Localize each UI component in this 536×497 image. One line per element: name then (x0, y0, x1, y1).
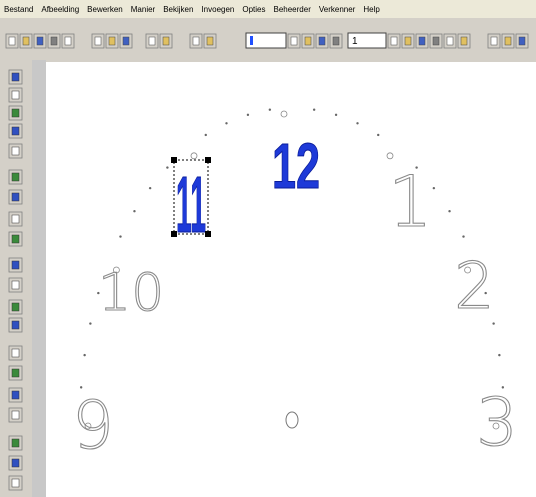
menu-item[interactable]: Manier (131, 5, 156, 14)
minute-dot (83, 354, 85, 356)
menu-item[interactable]: Bewerken (87, 5, 123, 14)
tool-icon (12, 215, 19, 223)
minute-dot (269, 109, 271, 111)
tool-icon (12, 349, 19, 357)
tool-icon (391, 37, 397, 45)
menu-item[interactable]: Beheerder (274, 5, 312, 14)
tool-icon (419, 37, 425, 45)
tool-icon (95, 37, 101, 45)
minute-dot (356, 122, 358, 124)
menu-bar (0, 0, 536, 18)
tool-icon (12, 73, 19, 81)
minute-dot (462, 235, 464, 237)
numeral: 11 (176, 160, 206, 249)
selection-handle[interactable] (205, 157, 211, 163)
tool-icon (23, 37, 29, 45)
tool-icon (12, 235, 19, 243)
minute-dot (335, 114, 337, 116)
tool-icon (109, 37, 115, 45)
menu-item[interactable]: Invoegen (201, 5, 234, 14)
numeral: 9 (72, 387, 114, 464)
tool-icon (9, 37, 15, 45)
minute-dot (225, 122, 227, 124)
tool-icon (491, 37, 497, 45)
tool-icon (12, 261, 19, 269)
menu-item[interactable]: Help (363, 5, 380, 14)
tool-icon (305, 37, 311, 45)
tool-icon (319, 37, 325, 45)
minute-dot (149, 187, 151, 189)
tool-icon (519, 37, 525, 45)
tool-icon (12, 321, 19, 329)
tool-icon (461, 37, 467, 45)
minute-dot (377, 134, 379, 136)
tool-icon (333, 37, 339, 45)
tool-icon (12, 303, 19, 311)
tool-icon (37, 37, 43, 45)
tool-icon (405, 37, 411, 45)
minute-dot (498, 354, 500, 356)
menu-item[interactable]: Verkenner (319, 5, 356, 14)
field-value: 1 (352, 36, 358, 47)
tool-icon (12, 479, 19, 487)
numeral: 12 (272, 130, 320, 202)
minute-dot (205, 134, 207, 136)
page: Bestand Afbeelding Bewerken Manier Bekijken I… (0, 0, 536, 497)
minute-dot (89, 322, 91, 324)
menu: Bestand Afbeelding Bewerken Manier Bekijken I… (4, 5, 380, 14)
tool-icon (12, 411, 19, 419)
numeral: 3 (476, 384, 518, 461)
selection-handle[interactable] (171, 157, 177, 163)
tool-icon (12, 173, 19, 181)
tool-icon (12, 193, 19, 201)
minute-dot (119, 235, 121, 237)
numeral: 10 (98, 263, 164, 323)
tool-icon (149, 37, 155, 45)
numeral: 2 (454, 250, 495, 324)
tool-icon (447, 37, 453, 45)
cursor (250, 36, 253, 45)
selection-handle[interactable] (205, 231, 211, 237)
minute-dot (313, 109, 315, 111)
minute-dot (247, 114, 249, 116)
tool-icon (207, 37, 213, 45)
tool-icon (51, 37, 57, 45)
tool-icon (12, 439, 19, 447)
menu-item[interactable]: Bekijken (163, 5, 193, 14)
menu-item[interactable]: Opties (242, 5, 265, 14)
tool-icon (433, 37, 439, 45)
minute-dot (166, 166, 168, 168)
app-window: Bestand Afbeelding Bewerken Manier Bekijken I… (0, 0, 536, 497)
numeral: 1 (388, 161, 433, 243)
tool-icon (291, 37, 297, 45)
tool-icon (505, 37, 511, 45)
tool-icon (123, 37, 129, 45)
tool-icon (193, 37, 199, 45)
menu-item[interactable]: Bestand (4, 5, 33, 14)
canvas-margin (32, 60, 46, 497)
tool-icon (12, 147, 19, 155)
tool-icon (12, 127, 19, 135)
tool-icon (65, 37, 71, 45)
tool-icon (12, 459, 19, 467)
tool-icon (12, 369, 19, 377)
tool-icon (12, 281, 19, 289)
minute-dot (433, 187, 435, 189)
minute-dot (133, 210, 135, 212)
tool-icon (12, 109, 19, 117)
tool-icon (12, 91, 19, 99)
selection-handle[interactable] (171, 231, 177, 237)
tool-icon (12, 391, 19, 399)
minute-dot (448, 210, 450, 212)
menu-item[interactable]: Afbeelding (41, 5, 79, 14)
tool-icon (163, 37, 169, 45)
